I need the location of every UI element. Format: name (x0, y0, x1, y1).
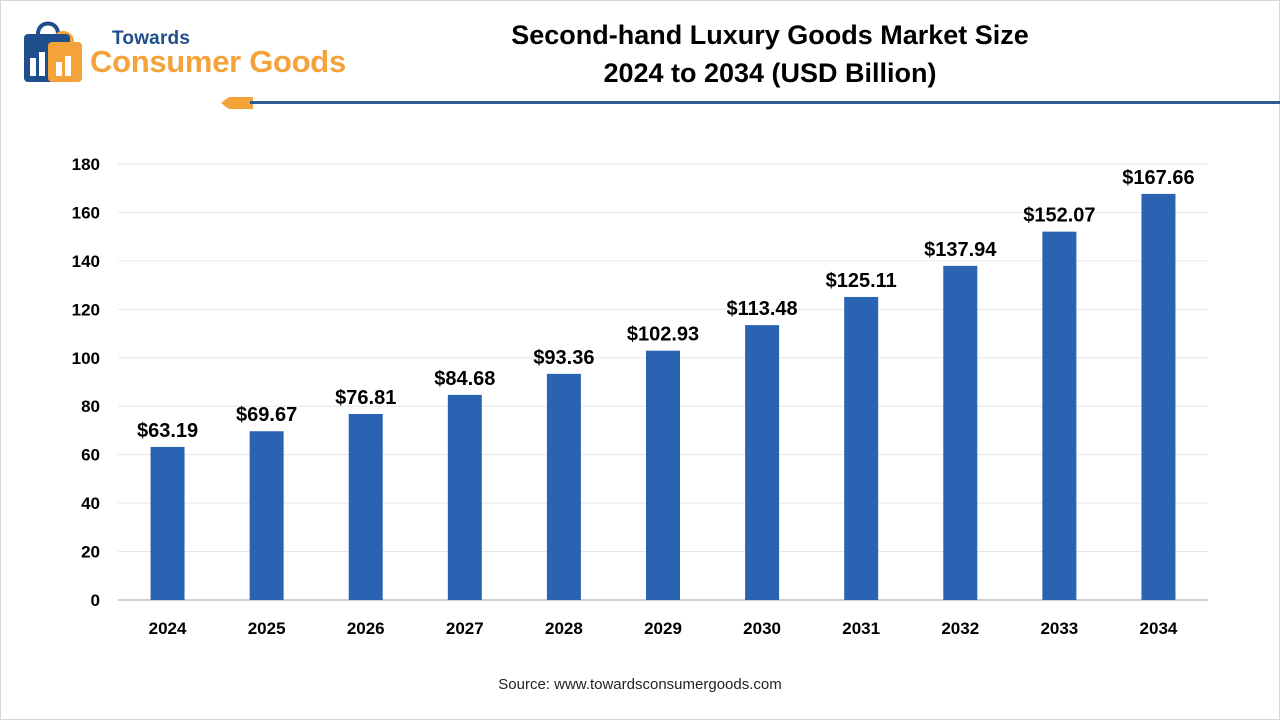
bar-2030 (745, 325, 780, 600)
bar-2033 (1042, 231, 1077, 601)
header-rule (250, 101, 1280, 104)
y-tick-label: 140 (72, 252, 100, 271)
bar-2029 (646, 350, 680, 600)
data-label-2032: $137.94 (924, 239, 997, 261)
x-tick-label-2032: 2032 (941, 619, 979, 638)
y-tick-label: 120 (72, 300, 100, 319)
x-tick-label-2034: 2034 (1140, 619, 1178, 638)
y-tick-label: 40 (81, 494, 100, 513)
bar-2024 (150, 446, 185, 600)
data-label-2025: $69.67 (236, 404, 297, 426)
data-label-2030: $113.48 (726, 298, 797, 320)
x-tick-label-2027: 2027 (446, 619, 484, 638)
data-label-2028: $93.36 (533, 347, 594, 369)
y-tick-label: 0 (91, 591, 100, 610)
data-label-2024: $63.19 (137, 420, 198, 442)
brand-logo: Towards Consumer Goods (18, 18, 368, 88)
chart-title-line1: Second-hand Luxury Goods Market Size (511, 20, 1029, 50)
bar-2032 (943, 265, 978, 600)
x-tick-label-2026: 2026 (347, 619, 385, 638)
x-tick-label-2033: 2033 (1040, 619, 1078, 638)
y-tick-label: 160 (72, 203, 100, 222)
y-tick-label: 60 (81, 446, 100, 465)
bar-2027 (447, 394, 482, 600)
bar-2026 (348, 413, 383, 600)
y-tick-label: 80 (81, 397, 100, 416)
x-tick-label-2030: 2030 (743, 619, 781, 638)
y-tick-label: 180 (72, 155, 100, 174)
source-note: Source: www.towardsconsumergoods.com (498, 676, 782, 693)
data-label-2029: $102.93 (627, 324, 699, 346)
y-tick-label: 100 (72, 349, 100, 368)
x-tick-label-2029: 2029 (644, 619, 682, 638)
brand-name-main: Consumer Goods (90, 44, 346, 79)
bar-2028 (546, 373, 581, 600)
x-tick-label-2028: 2028 (545, 619, 583, 638)
data-label-2027: $84.68 (434, 368, 495, 390)
chart-title: Second-hand Luxury Goods Market Size 202… (470, 16, 1070, 92)
chart-title-line2: 2024 to 2034 (USD Billion) (603, 58, 937, 88)
x-tick-label-2031: 2031 (842, 619, 880, 638)
bar-chart: 0 20 40 60 80 100 120 140 160 180 $63.19 2024 $69.67… (72, 155, 1208, 638)
x-tick-label-2025: 2025 (248, 619, 286, 638)
y-tick-label: 20 (81, 543, 100, 562)
shopping-bag-icon (24, 21, 82, 82)
brand-name-top: Towards (112, 28, 191, 49)
data-label-2031: $125.11 (826, 270, 897, 292)
bar-2031 (844, 296, 879, 600)
bar-2034 (1141, 193, 1176, 600)
data-label-2026: $76.81 (335, 387, 396, 409)
rule-tip-icon (221, 97, 253, 109)
bar-2025 (249, 431, 284, 600)
data-label-2033: $152.07 (1023, 205, 1095, 227)
x-tick-label-2024: 2024 (149, 619, 187, 638)
data-label-2034: $167.66 (1122, 167, 1194, 189)
